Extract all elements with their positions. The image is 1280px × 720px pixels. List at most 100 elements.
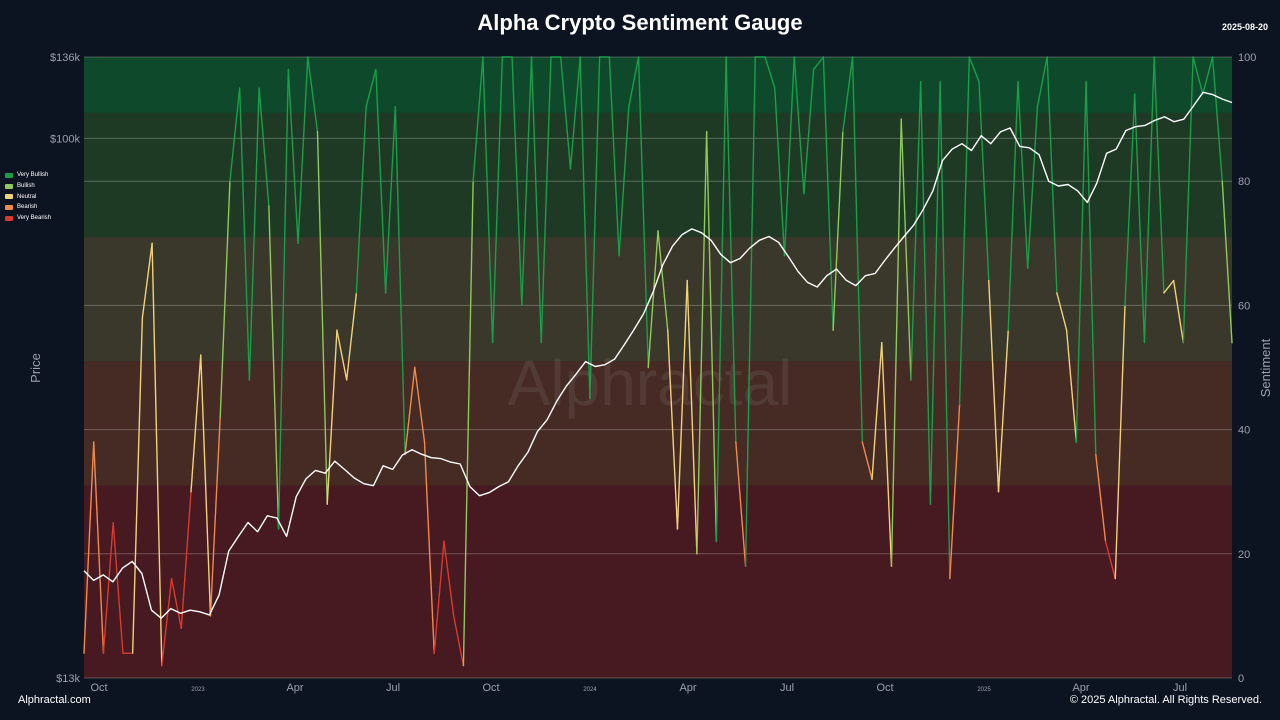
- sentiment-segment: [560, 56, 572, 170]
- sentiment-segment: [1036, 56, 1048, 108]
- sentiment-segment: [744, 56, 756, 567]
- y-left-axis-label: Price: [28, 353, 43, 383]
- sentiment-segment: [1163, 279, 1175, 294]
- x-tick-label: Apr: [679, 682, 696, 694]
- sentiment-segment: [248, 87, 260, 381]
- sentiment-segment: [861, 441, 873, 480]
- x-tick-label: 2023: [191, 687, 205, 693]
- grid-lines: [84, 56, 1232, 679]
- sentiment-segment: [112, 522, 124, 654]
- y-right-tick-label: 40: [1238, 425, 1250, 437]
- sentiment-segment: [647, 230, 659, 369]
- sentiment-segment: [812, 56, 825, 71]
- sentiment-segment: [1056, 292, 1068, 331]
- sentiment-segment: [579, 56, 591, 400]
- y-right-tick-label: 20: [1238, 549, 1250, 561]
- sentiment-segment: [268, 205, 280, 530]
- sentiment-segment: [1085, 81, 1097, 456]
- sentiment-segment: [229, 87, 241, 182]
- sentiment-segment: [978, 81, 990, 282]
- sentiment-segment: [238, 87, 251, 381]
- sentiment-segment: [774, 87, 786, 257]
- x-tick-label: Oct: [876, 682, 893, 694]
- sentiment-segment: [997, 329, 1009, 493]
- chart-title: Alpha Crypto Sentiment Gauge: [477, 10, 803, 35]
- sentiment-segment: [676, 279, 688, 530]
- sentiment-zones: [84, 57, 1232, 678]
- sentiment-segment: [375, 68, 387, 294]
- sentiment-segment: [219, 180, 231, 418]
- x-tick-label: Jul: [1173, 682, 1187, 694]
- sentiment-segment: [384, 105, 397, 294]
- sentiment-segment: [803, 68, 815, 195]
- sentiment-segment: [589, 56, 601, 400]
- zone-very-bearish: [84, 485, 1232, 678]
- y-right-axis-label: Sentiment: [1258, 338, 1273, 397]
- sentiment-segment: [433, 540, 445, 654]
- sentiment-segment: [618, 105, 630, 257]
- sentiment-segment: [462, 180, 474, 667]
- sentiment-segment: [540, 56, 552, 344]
- sentiment-segment: [287, 68, 299, 245]
- sentiment-segment: [1182, 56, 1194, 344]
- watermark: Alphractal: [508, 347, 793, 419]
- sentiment-segment: [929, 81, 941, 505]
- sentiment-segment: [258, 87, 270, 207]
- sentiment-segment: [1007, 81, 1019, 331]
- sentiment-segment: [1202, 56, 1214, 95]
- x-tick-label: 2025: [977, 687, 991, 693]
- sentiment-segment: [988, 279, 1000, 493]
- x-tick-label: Oct: [90, 682, 107, 694]
- x-tick-label: Apr: [286, 682, 303, 694]
- sentiment-segment: [1134, 93, 1146, 344]
- sentiment-segment: [851, 56, 864, 443]
- sentiment-segment: [414, 366, 426, 443]
- sentiment-segment: [1192, 56, 1204, 95]
- y-left-tick-label: $13k: [56, 673, 80, 685]
- sentiment-segment: [1026, 105, 1039, 269]
- sentiment-segment: [277, 68, 290, 530]
- axes: 100 80 60 40 20 0 $136k $100k $13k Oct 2023 Apr Jul O…: [28, 52, 1273, 694]
- legend-swatch: [5, 204, 13, 210]
- sentiment-segment: [404, 366, 416, 456]
- sentiment-segment: [200, 354, 212, 617]
- sentiment-segment: [180, 491, 192, 630]
- sentiment-segment: [667, 329, 679, 530]
- sentiment-segment: [355, 105, 367, 294]
- sentiment-segment: [141, 242, 153, 319]
- sentiment-segment: [919, 81, 932, 505]
- sentiment-segment: [832, 130, 844, 331]
- sentiment-segment: [190, 354, 202, 493]
- legend-label: Bullish: [17, 183, 35, 190]
- sentiment-segment: [1017, 81, 1029, 269]
- sentiment-segment: [345, 292, 358, 381]
- sentiment-segment: [628, 56, 640, 108]
- sentiment-segment: [1095, 453, 1107, 543]
- sentiment-segment: [900, 118, 912, 381]
- sentiment-segment: [102, 522, 114, 654]
- sentiment-segment: [316, 130, 328, 505]
- sentiment-segment: [1143, 56, 1155, 344]
- x-tick-label: 2024: [583, 687, 597, 693]
- footer-brand[interactable]: Alphractal.com: [18, 694, 91, 706]
- sentiment-segment: [881, 341, 893, 567]
- sentiment-segment: [1075, 81, 1087, 443]
- y-left-tick-label: $136k: [50, 52, 80, 64]
- legend-swatch: [5, 183, 13, 189]
- legend-swatch: [5, 215, 13, 221]
- sentiment-segment: [209, 416, 221, 617]
- sentiment-segment: [657, 230, 669, 331]
- chart-date: 2025-08-20: [1221, 22, 1268, 32]
- sentiment-segment: [472, 56, 484, 182]
- legend-item-bullish: Bullish: [5, 181, 51, 192]
- sentiment-segment: [307, 56, 319, 133]
- sentiment-segment: [170, 577, 182, 630]
- x-tick-label: Jul: [386, 682, 400, 694]
- sentiment-segment: [365, 68, 377, 108]
- sentiment-segment: [735, 441, 747, 567]
- sentiment-segment: [161, 577, 173, 667]
- footer-copyright: © 2025 Alphractal. All Rights Reserved.: [1069, 694, 1262, 706]
- sentiment-segment: [1211, 56, 1223, 182]
- sentiment-segment: [491, 56, 504, 344]
- y-right-tick-label: 100: [1238, 52, 1256, 64]
